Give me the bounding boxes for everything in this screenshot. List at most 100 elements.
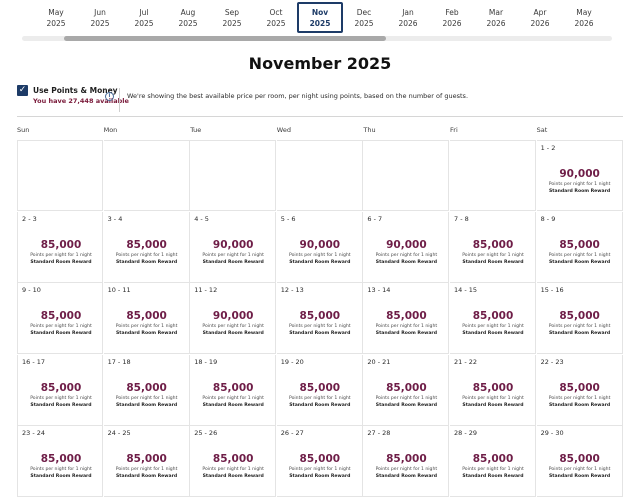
calendar-empty-cell <box>276 140 363 211</box>
month-tab-month: May <box>48 8 64 17</box>
stay-dates: 24 - 25 <box>107 429 131 437</box>
points-caption: Points per night for 1 night <box>115 324 178 329</box>
points-caption: Points per night for 1 night <box>30 324 92 329</box>
calendar-empty-cell <box>363 140 450 211</box>
weekday-header: Wed <box>276 126 291 134</box>
month-tab-year: 2025 <box>46 19 66 28</box>
month-tab-feb-2026[interactable]: Feb 2026 <box>429 2 475 33</box>
month-tab-nov-2025[interactable]: Nov 2025 <box>297 2 343 33</box>
calendar-day-cell[interactable]: 8 - 9 85,000 Points per night for 1 night S… <box>536 211 623 283</box>
points-caption: Points per night for 1 night <box>548 252 611 258</box>
reward-type: Standard Room Reward <box>548 474 611 479</box>
info-icon[interactable]: i <box>105 92 114 101</box>
calendar-day-cell[interactable]: 7 - 8 85,000 Points per night for 1 night S… <box>450 211 536 283</box>
points-caption: Points per night for 1 night <box>30 395 92 401</box>
points-price: 85,000 <box>126 310 167 322</box>
weekday-header: Mon <box>103 126 118 134</box>
calendar-day-cell[interactable]: 29 - 30 85,000 Points per night for 1 nigh… <box>536 426 623 497</box>
month-tab-apr-2026[interactable]: Apr 2026 <box>517 2 563 33</box>
month-tab-month: Dec <box>356 8 372 17</box>
month-tab-may-2025[interactable]: May 2025 <box>33 2 79 33</box>
scrollbar-thumb[interactable] <box>64 36 386 41</box>
month-tab-jan-2026[interactable]: Jan 2026 <box>385 2 431 33</box>
weekday-header: Fri <box>450 126 458 134</box>
calendar-day-cell[interactable]: 3 - 4 85,000 Points per night for 1 night S… <box>103 211 190 283</box>
month-selector: May 2025 Jun 2025 Jul 2025 Aug 2025 Sep 2025 Oct 20… <box>0 0 640 34</box>
points-price: 85,000 <box>212 381 254 394</box>
stay-dates: 15 - 16 <box>540 286 564 294</box>
calendar-day-cell[interactable]: 12 - 13 85,000 Points per night for 1 nigh… <box>276 283 363 354</box>
points-price: 85,000 <box>559 453 600 465</box>
points-caption: Points per night for 1 night <box>548 395 611 401</box>
reward-type: Standard Room Reward <box>115 259 178 265</box>
calendar-day-cell[interactable]: 21 - 22 85,000 Points per night for 1 nigh… <box>450 354 536 426</box>
stay-dates: 6 - 7 <box>367 214 383 223</box>
points-price: 85,000 <box>472 238 514 251</box>
month-tab-aug-2025[interactable]: Aug 2025 <box>165 2 211 33</box>
month-tab-jun-2025[interactable]: Jun 2025 <box>77 2 123 33</box>
calendar-day-cell[interactable]: 17 - 18 85,000 Points per night for 1 nigh… <box>103 354 190 426</box>
calendar-day-cell[interactable]: 15 - 16 85,000 Points per night for 1 nigh… <box>536 283 623 354</box>
month-tab-mar-2026[interactable]: Mar 2026 <box>473 2 519 33</box>
calendar-day-cell[interactable]: 2 - 3 85,000 Points per night for 1 night S… <box>17 211 103 283</box>
points-price: 90,000 <box>212 238 254 251</box>
calendar-day-cell[interactable]: 9 - 10 85,000 Points per night for 1 night… <box>17 283 103 354</box>
month-tab-jul-2025[interactable]: Jul 2025 <box>121 2 167 33</box>
month-tab-sep-2025[interactable]: Sep 2025 <box>209 2 255 33</box>
calendar-day-cell[interactable]: 20 - 21 85,000 Points per night for 1 nigh… <box>363 354 450 426</box>
month-tab-month: Nov <box>311 8 329 17</box>
calendar-day-cell[interactable]: 25 - 26 85,000 Points per night for 1 nigh… <box>190 426 277 497</box>
calendar-day-cell[interactable]: 23 - 24 85,000 Points per night for 1 nigh… <box>17 426 103 497</box>
stay-dates: 11 - 12 <box>194 286 218 294</box>
month-tab-month: Apr <box>533 8 547 17</box>
calendar-day-cell[interactable]: 26 - 27 85,000 Points per night for 1 nigh… <box>276 426 363 497</box>
calendar-day-cell[interactable]: 24 - 25 85,000 Points per night for 1 nigh… <box>103 426 190 497</box>
points-caption: Points per night for 1 night <box>202 395 264 401</box>
stay-dates: 17 - 18 <box>107 357 131 366</box>
reward-type: Standard Room Reward <box>462 259 524 265</box>
points-caption: Points per night for 1 night <box>202 324 264 329</box>
points-price: 90,000 <box>212 310 254 322</box>
points-price: 85,000 <box>559 310 600 322</box>
stay-dates: 4 - 5 <box>194 214 209 223</box>
points-price: 85,000 <box>472 310 514 322</box>
calendar-day-cell[interactable]: 28 - 29 85,000 Points per night for 1 nigh… <box>450 426 536 497</box>
reward-type: Standard Room Reward <box>30 402 92 408</box>
points-price: 85,000 <box>386 453 427 465</box>
use-points-label: Use Points & Money <box>33 86 118 95</box>
month-tab-oct-2025[interactable]: Oct 2025 <box>253 2 299 33</box>
calendar-day-cell[interactable]: 27 - 28 85,000 Points per night for 1 nigh… <box>363 426 450 497</box>
points-caption: Points per night for 1 night <box>548 182 611 187</box>
calendar-day-cell[interactable]: 16 - 17 85,000 Points per night for 1 nigh… <box>17 354 103 426</box>
weekday-header: Tue <box>190 126 202 134</box>
calendar-day-cell[interactable]: 5 - 6 90,000 Points per night for 1 night S… <box>276 211 363 283</box>
reward-type: Standard Room Reward <box>289 259 351 265</box>
calendar-day-cell[interactable]: 1 - 2 90,000 Points per night for 1 night S… <box>536 140 623 211</box>
calendar-day-cell[interactable]: 14 - 15 85,000 Points per night for 1 nigh… <box>450 283 536 354</box>
stay-dates: 12 - 13 <box>280 286 304 294</box>
use-points-checkbox[interactable]: ✓ <box>17 85 28 96</box>
points-price: 85,000 <box>212 453 254 465</box>
month-tab-may-2026[interactable]: May 2026 <box>561 2 607 33</box>
month-scrollbar[interactable] <box>22 36 612 41</box>
points-price: 90,000 <box>299 238 341 251</box>
calendar-day-cell[interactable]: 13 - 14 85,000 Points per night for 1 nigh… <box>363 283 450 354</box>
calendar-day-cell[interactable]: 4 - 5 90,000 Points per night for 1 night S… <box>190 211 277 283</box>
stay-dates: 8 - 9 <box>540 214 556 223</box>
points-caption: Points per night for 1 night <box>375 395 438 401</box>
month-tab-dec-2025[interactable]: Dec 2025 <box>341 2 387 33</box>
calendar-day-cell[interactable]: 22 - 23 85,000 Points per night for 1 nigh… <box>536 354 623 426</box>
calendar-day-cell[interactable]: 11 - 12 90,000 Points per night for 1 nigh… <box>190 283 277 354</box>
calendar-day-cell[interactable]: 10 - 11 85,000 Points per night for 1 nigh… <box>103 283 190 354</box>
points-price: 90,000 <box>386 238 427 251</box>
calendar-empty-cell <box>17 140 103 211</box>
calendar-day-cell[interactable]: 19 - 20 85,000 Points per night for 1 nigh… <box>276 354 363 426</box>
reward-type: Standard Room Reward <box>375 402 437 408</box>
reward-type: Standard Room Reward <box>548 331 611 336</box>
month-tab-year: 2025 <box>309 19 331 28</box>
calendar-day-cell[interactable]: 18 - 19 85,000 Points per night for 1 nigh… <box>190 354 277 426</box>
month-tab-year: 2026 <box>442 19 462 28</box>
calendar-day-cell[interactable]: 6 - 7 90,000 Points per night for 1 night S… <box>363 211 450 283</box>
stay-dates: 13 - 14 <box>367 286 391 294</box>
points-caption: Points per night for 1 night <box>462 252 524 258</box>
